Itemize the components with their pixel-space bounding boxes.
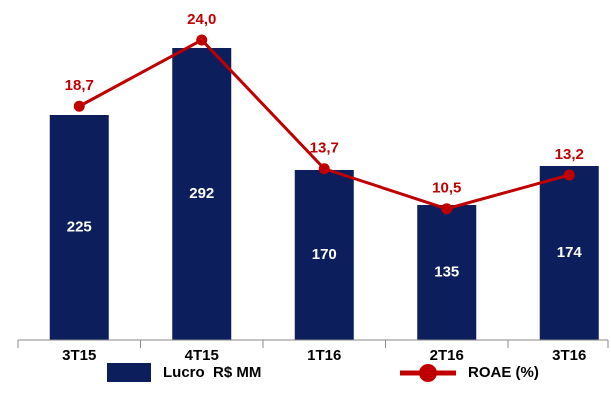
bar-value-label: 135 bbox=[434, 263, 459, 280]
x-tick-label: 3T15 bbox=[62, 347, 96, 364]
legend-swatch bbox=[107, 363, 151, 382]
bar bbox=[539, 166, 599, 340]
x-tick-label: 1T16 bbox=[307, 347, 341, 364]
line-marker bbox=[441, 203, 453, 215]
line-value-label: 13,7 bbox=[310, 140, 339, 157]
x-tick-label: 4T15 bbox=[185, 347, 219, 364]
line-value-label: 10,5 bbox=[432, 180, 461, 197]
x-tick-label: 3T16 bbox=[552, 347, 586, 364]
line-marker bbox=[318, 163, 330, 175]
line-value-label: 13,2 bbox=[555, 146, 584, 163]
bar bbox=[294, 170, 354, 340]
bar-value-label: 170 bbox=[312, 246, 337, 263]
bar-value-label: 174 bbox=[557, 244, 583, 261]
bar-value-label: 292 bbox=[189, 185, 214, 202]
bar bbox=[49, 115, 109, 340]
legend-swatch-marker bbox=[419, 364, 437, 382]
bar-value-label: 225 bbox=[67, 218, 92, 235]
x-tick-label: 2T16 bbox=[430, 347, 464, 364]
line-value-label: 18,7 bbox=[65, 77, 94, 94]
line-marker bbox=[196, 34, 208, 46]
bar bbox=[172, 48, 232, 340]
line-marker bbox=[73, 100, 85, 112]
legend-label: ROAE (%) bbox=[468, 364, 539, 381]
line-value-label: 24,0 bbox=[187, 11, 216, 28]
line-marker bbox=[563, 169, 575, 181]
bar bbox=[417, 205, 477, 340]
legend-label: Lucro R$ MM bbox=[163, 364, 261, 381]
